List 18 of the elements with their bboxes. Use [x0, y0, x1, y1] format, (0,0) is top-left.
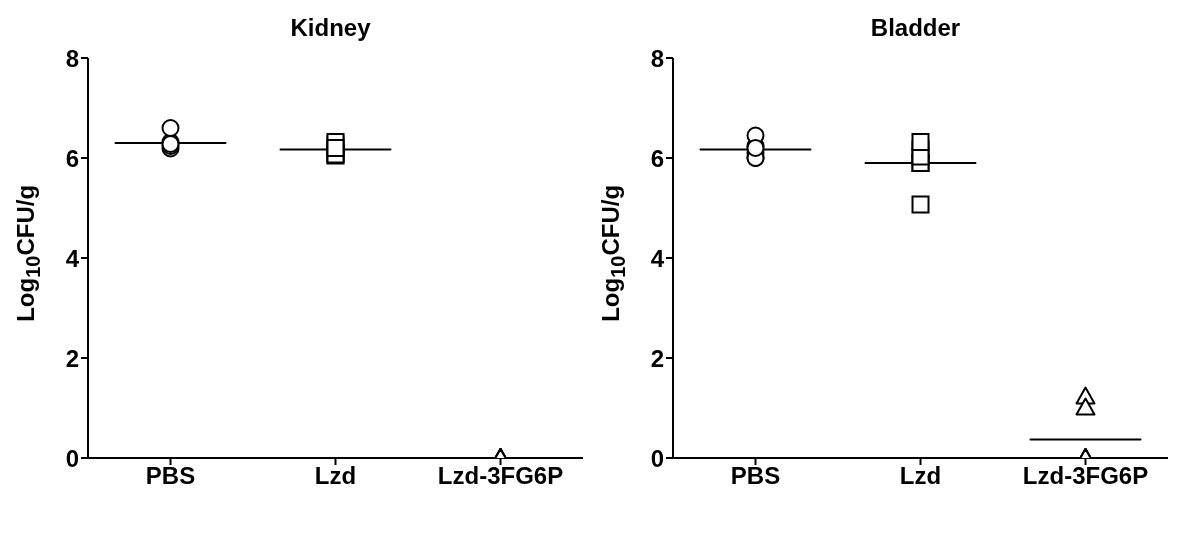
x-tick-label: PBS [145, 462, 196, 490]
y-tick-label: 4 [65, 244, 80, 272]
y-tick-label: 6 [650, 144, 664, 172]
y-tick-label: 0 [650, 444, 664, 472]
x-tick-label: Lzd-3FG6P [437, 462, 564, 490]
x-tick-label: Lzd [314, 462, 357, 490]
y-tick-label: 8 [650, 44, 664, 72]
x-tick-label: PBS [730, 462, 781, 490]
y-tick-label: 2 [650, 344, 664, 372]
y-tick-label: 6 [65, 144, 79, 172]
chart-title: Bladder [870, 14, 961, 41]
x-tick-label: Lzd-3FG6P [1022, 462, 1149, 490]
chart-title: Kidney [290, 14, 371, 41]
y-tick-label: 2 [65, 344, 79, 372]
x-tick-label: Lzd [899, 462, 942, 490]
y-tick-label: 0 [65, 444, 79, 472]
y-tick-label: 8 [65, 44, 79, 72]
y-tick-label: 4 [650, 244, 665, 272]
